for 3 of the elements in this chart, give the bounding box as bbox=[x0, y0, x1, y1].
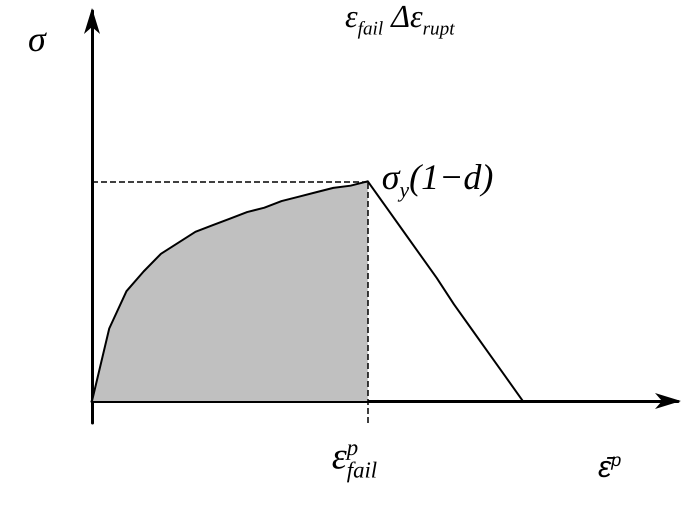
y-axis-title: σ bbox=[28, 19, 46, 59]
ref-line-label: σ$_{y}$(1−d) bbox=[382, 157, 494, 202]
chart-title: ε$_{fail}$ Δε$_{rupt}$ bbox=[345, 0, 455, 40]
